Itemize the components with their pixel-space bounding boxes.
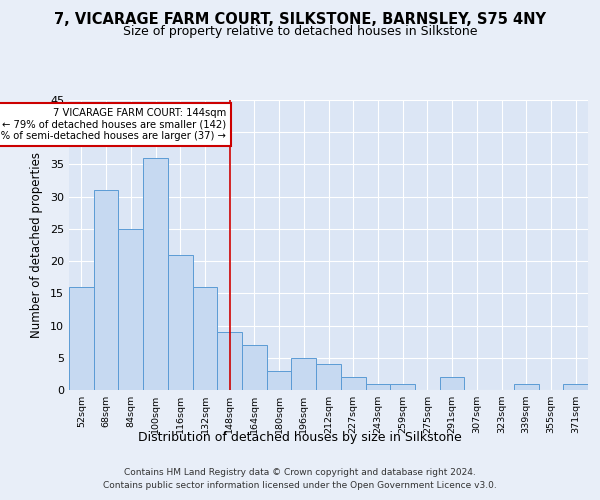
Bar <box>514 384 539 390</box>
Text: 7, VICARAGE FARM COURT, SILKSTONE, BARNSLEY, S75 4NY: 7, VICARAGE FARM COURT, SILKSTONE, BARNS… <box>54 12 546 28</box>
Bar <box>292 358 316 390</box>
Bar <box>193 287 217 390</box>
Bar <box>118 229 143 390</box>
Bar <box>390 384 415 390</box>
Bar <box>316 364 341 390</box>
Bar <box>217 332 242 390</box>
Bar <box>365 384 390 390</box>
Bar <box>267 370 292 390</box>
Bar <box>168 254 193 390</box>
Text: Distribution of detached houses by size in Silkstone: Distribution of detached houses by size … <box>138 431 462 444</box>
Text: 7 VICARAGE FARM COURT: 144sqm
← 79% of detached houses are smaller (142)
21% of : 7 VICARAGE FARM COURT: 144sqm ← 79% of d… <box>0 108 226 141</box>
Text: Size of property relative to detached houses in Silkstone: Size of property relative to detached ho… <box>123 25 477 38</box>
Bar <box>94 190 118 390</box>
Y-axis label: Number of detached properties: Number of detached properties <box>30 152 43 338</box>
Bar <box>341 377 365 390</box>
Bar <box>143 158 168 390</box>
Text: Contains HM Land Registry data © Crown copyright and database right 2024.: Contains HM Land Registry data © Crown c… <box>124 468 476 477</box>
Bar <box>563 384 588 390</box>
Bar <box>440 377 464 390</box>
Text: Contains public sector information licensed under the Open Government Licence v3: Contains public sector information licen… <box>103 482 497 490</box>
Bar <box>242 345 267 390</box>
Bar <box>69 287 94 390</box>
